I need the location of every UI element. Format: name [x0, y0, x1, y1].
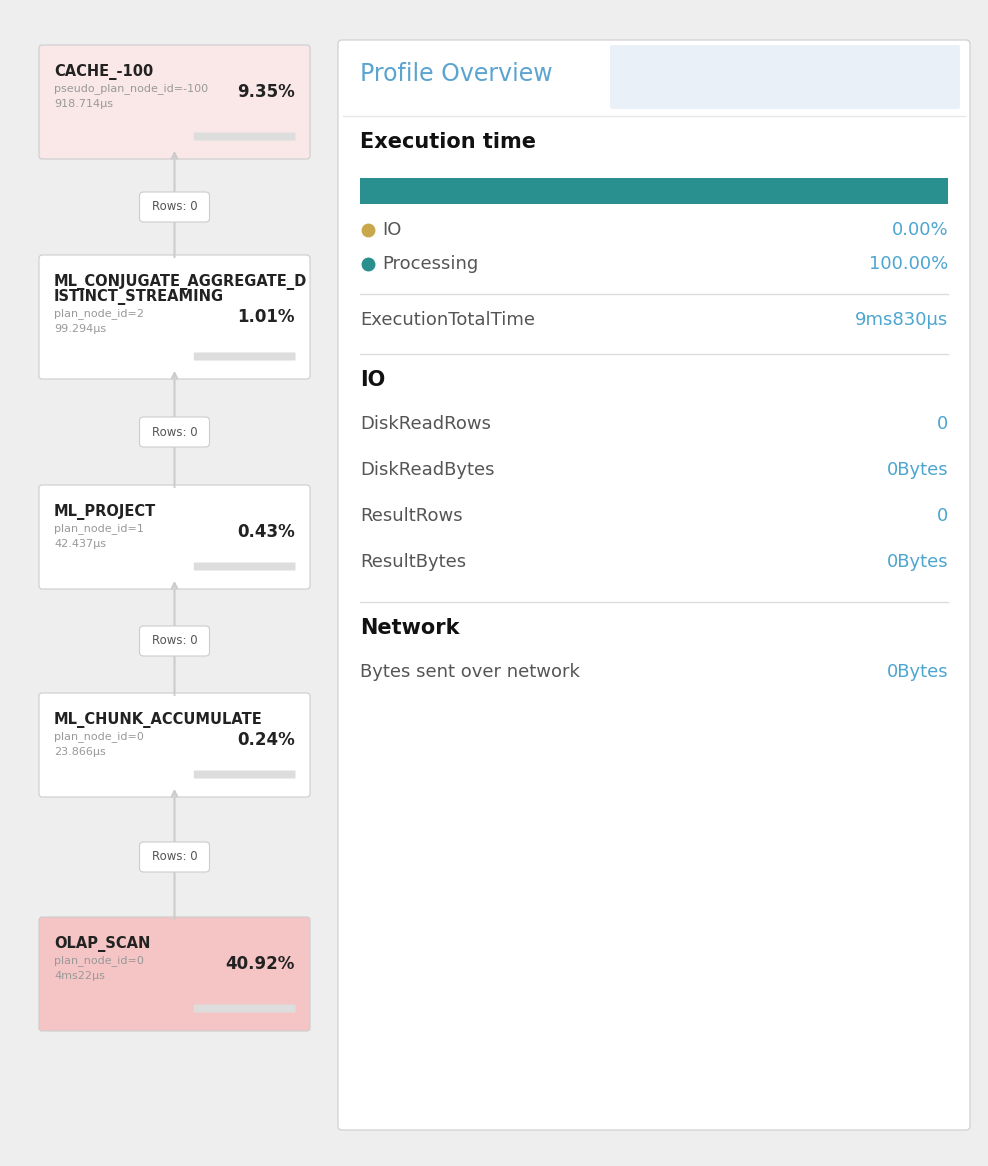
Text: 9ms830μs: 9ms830μs [855, 311, 948, 329]
Text: 0.43%: 0.43% [237, 524, 295, 541]
FancyBboxPatch shape [360, 178, 948, 204]
Text: 9.35%: 9.35% [237, 83, 295, 101]
Text: 40.92%: 40.92% [225, 955, 295, 972]
Text: 0: 0 [937, 415, 948, 433]
FancyBboxPatch shape [194, 133, 295, 140]
FancyBboxPatch shape [194, 562, 295, 570]
FancyBboxPatch shape [139, 417, 209, 447]
Text: ML_CHUNK_ACCUMULATE: ML_CHUNK_ACCUMULATE [54, 712, 263, 728]
Text: ResultBytes: ResultBytes [360, 553, 466, 571]
Text: 918.714μs: 918.714μs [54, 99, 113, 108]
Text: plan_node_id=1: plan_node_id=1 [54, 524, 144, 534]
Text: Rows: 0: Rows: 0 [152, 850, 198, 864]
Text: 0Bytes: 0Bytes [886, 461, 948, 479]
Text: 42.437μs: 42.437μs [54, 539, 106, 549]
Text: ML_PROJECT: ML_PROJECT [54, 504, 156, 520]
Text: ExecutionTotalTime: ExecutionTotalTime [360, 311, 535, 329]
Text: 0.24%: 0.24% [237, 731, 295, 749]
Text: 0.00%: 0.00% [891, 222, 948, 239]
Text: 100.00%: 100.00% [868, 255, 948, 273]
Text: 23.866μs: 23.866μs [54, 747, 106, 757]
Text: Execution time: Execution time [360, 132, 536, 152]
FancyBboxPatch shape [39, 916, 310, 1031]
Text: Rows: 0: Rows: 0 [152, 634, 198, 647]
Text: ML_CONJUGATE_AGGREGATE_D: ML_CONJUGATE_AGGREGATE_D [54, 274, 307, 290]
Text: Processing: Processing [382, 255, 478, 273]
FancyBboxPatch shape [194, 352, 295, 360]
Text: Rows: 0: Rows: 0 [152, 426, 198, 438]
Text: IO: IO [382, 222, 401, 239]
FancyBboxPatch shape [39, 485, 310, 589]
FancyBboxPatch shape [39, 45, 310, 159]
Text: plan_node_id=0: plan_node_id=0 [54, 731, 144, 742]
FancyBboxPatch shape [360, 178, 948, 204]
FancyBboxPatch shape [139, 626, 209, 656]
Text: 99.294μs: 99.294μs [54, 324, 106, 333]
FancyBboxPatch shape [610, 45, 960, 108]
Text: plan_node_id=0: plan_node_id=0 [54, 955, 144, 965]
FancyBboxPatch shape [338, 40, 970, 1130]
Text: pseudo_plan_node_id=-100: pseudo_plan_node_id=-100 [54, 83, 208, 94]
Text: 0Bytes: 0Bytes [886, 663, 948, 681]
Text: 4ms22μs: 4ms22μs [54, 971, 105, 981]
Text: 1.01%: 1.01% [237, 308, 295, 326]
Text: CACHE_-100: CACHE_-100 [54, 64, 153, 80]
Text: Profile Overview: Profile Overview [360, 62, 552, 86]
Text: DiskReadBytes: DiskReadBytes [360, 461, 495, 479]
Text: 0Bytes: 0Bytes [886, 553, 948, 571]
FancyBboxPatch shape [194, 771, 295, 779]
Text: Network: Network [360, 618, 459, 638]
FancyBboxPatch shape [194, 1004, 295, 1012]
FancyBboxPatch shape [139, 192, 209, 222]
FancyBboxPatch shape [39, 255, 310, 379]
Text: 0: 0 [937, 507, 948, 525]
Text: Rows: 0: Rows: 0 [152, 201, 198, 213]
Text: DiskReadRows: DiskReadRows [360, 415, 491, 433]
Text: OLAP_SCAN: OLAP_SCAN [54, 936, 150, 951]
Text: ResultRows: ResultRows [360, 507, 462, 525]
FancyBboxPatch shape [139, 842, 209, 872]
Text: Bytes sent over network: Bytes sent over network [360, 663, 580, 681]
Text: ISTINCT_STREAMING: ISTINCT_STREAMING [54, 289, 224, 305]
FancyBboxPatch shape [39, 693, 310, 798]
Text: IO: IO [360, 370, 385, 389]
Text: plan_node_id=2: plan_node_id=2 [54, 308, 144, 319]
